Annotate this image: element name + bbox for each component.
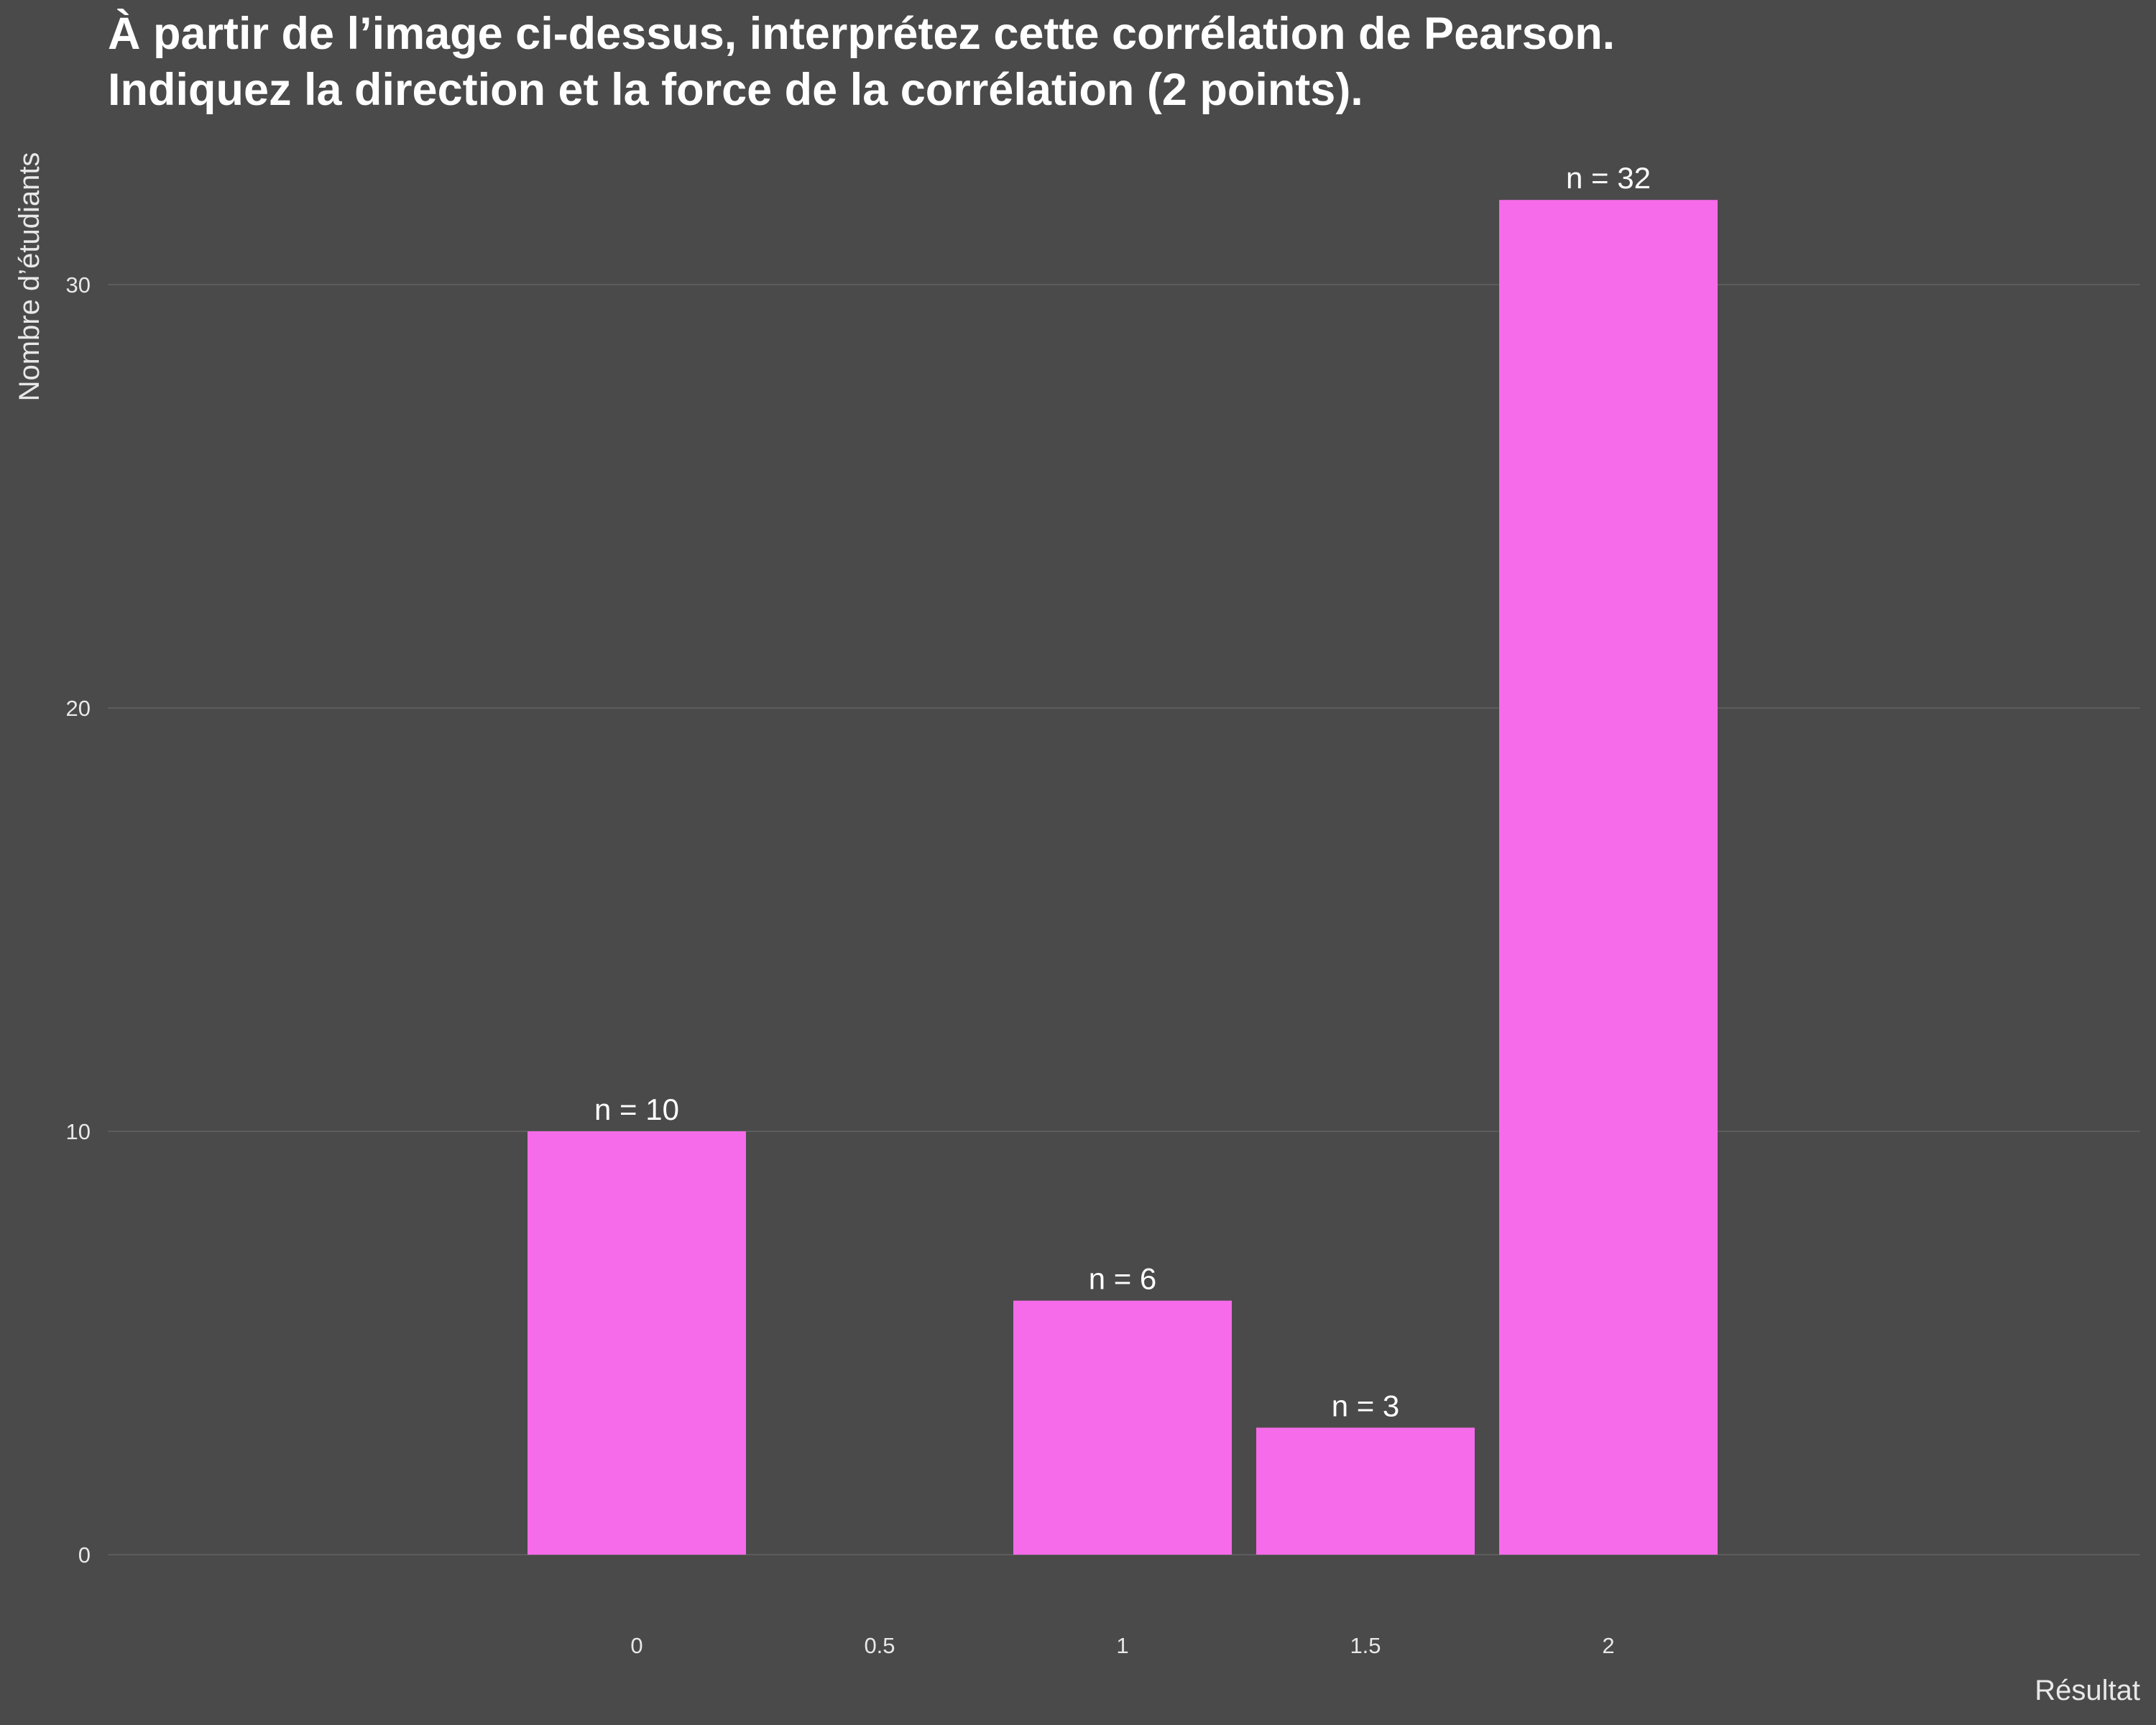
y-axis-title: Nombre d’étudiants (14, 152, 45, 402)
bar-data-label: n = 6 (1089, 1262, 1157, 1296)
chart-subtitle: Indiquez la direction et la force de la … (108, 65, 1363, 115)
y-axis-ticks: 0 10 20 30 (66, 272, 91, 1568)
y-tick-label: 10 (66, 1119, 91, 1144)
bar-data-label: n = 10 (594, 1092, 679, 1126)
bar (528, 1131, 746, 1555)
data-labels: n = 10 n = 6 n = 3 n = 32 (594, 161, 1651, 1422)
chart-title: À partir de l’image ci-dessus, interprét… (108, 9, 1615, 59)
x-tick-label: 0.5 (864, 1633, 895, 1658)
y-tick-label: 20 (66, 696, 91, 721)
x-axis-title: Résultat (2035, 1675, 2140, 1706)
x-tick-label: 2 (1602, 1633, 1614, 1658)
x-tick-label: 0 (630, 1633, 642, 1658)
bar (1013, 1300, 1232, 1555)
bar-data-label: n = 3 (1332, 1389, 1400, 1422)
y-tick-label: 30 (66, 272, 91, 298)
x-tick-label: 1.5 (1350, 1633, 1381, 1658)
y-tick-label: 0 (78, 1542, 91, 1568)
bar (1499, 200, 1718, 1555)
bar-data-label: n = 32 (1566, 161, 1651, 195)
bars (528, 200, 1718, 1555)
bar (1256, 1427, 1475, 1555)
x-tick-label: 1 (1116, 1633, 1128, 1658)
x-axis-ticks: 0 0.5 1 1.5 2 (630, 1633, 1614, 1658)
